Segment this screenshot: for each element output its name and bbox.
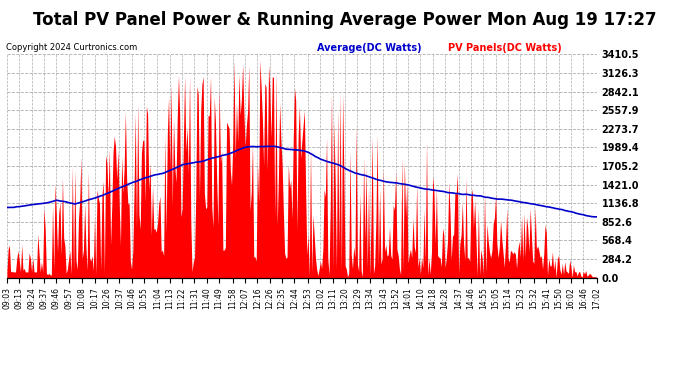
Text: Copyright 2024 Curtronics.com: Copyright 2024 Curtronics.com	[6, 43, 137, 52]
Text: Total PV Panel Power & Running Average Power Mon Aug 19 17:27: Total PV Panel Power & Running Average P…	[33, 11, 657, 29]
Text: PV Panels(DC Watts): PV Panels(DC Watts)	[448, 43, 562, 53]
Text: Average(DC Watts): Average(DC Watts)	[317, 43, 422, 53]
